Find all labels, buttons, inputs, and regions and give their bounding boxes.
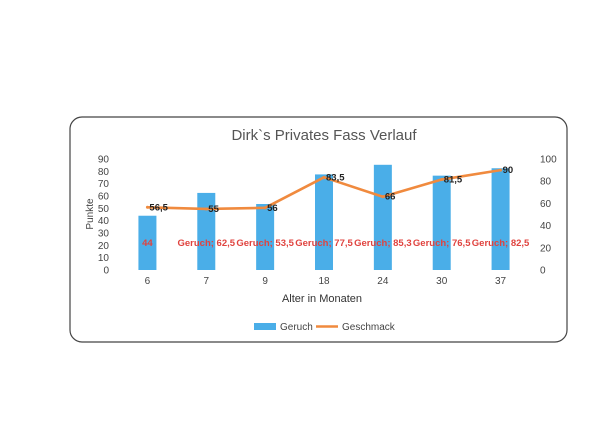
x-axis-ticks: 6 7 9 18 24 30 37 [145,276,507,287]
right-tick-60: 60 [540,199,552,210]
right-tick-80: 80 [540,177,552,188]
chart-title: Dirk`s Privates Fass Verlauf [231,127,417,144]
left-tick-50: 50 [98,204,110,215]
right-tick-40: 40 [540,221,552,232]
line-data-label-7: 55 [208,204,219,215]
point-geschmack-7 [204,207,208,211]
point-geschmack-18 [322,175,326,179]
right-tick-100: 100 [540,155,557,166]
point-geschmack-30 [440,178,444,182]
bar-series-group [138,164,510,270]
bar-geruch-7 [197,192,216,270]
legend: Geruch Geschmack [254,322,396,333]
bar-geruch-24 [373,164,392,270]
bar-data-label-18: Geruch; 77,5 [295,238,353,249]
bar-geruch-6 [138,215,157,270]
bar-geruch-18 [315,174,333,270]
line-data-label-18: 83,5 [326,172,345,183]
x-tick-18: 18 [318,276,330,287]
legend-label-geruch: Geruch [280,322,313,333]
left-tick-30: 30 [98,229,110,240]
bar-geruch-9 [256,204,275,270]
x-tick-24: 24 [377,276,389,287]
x-axis-label: Alter in Monaten [282,293,362,305]
point-geschmack-6 [145,205,149,209]
left-tick-0: 0 [103,266,109,277]
line-series-group [145,168,503,211]
right-tick-20: 20 [540,243,552,254]
left-tick-60: 60 [98,192,110,203]
bar-data-label-6: 44 [142,238,153,249]
x-tick-30: 30 [436,276,448,287]
line-data-label-37: 90 [503,165,514,176]
x-tick-37: 37 [495,276,507,287]
line-data-label-6: 56,5 [149,202,168,213]
bar-geruch-30 [432,175,451,270]
line-data-label-24: 66 [385,192,396,203]
data-labels-group: 44 Geruch; 62,5 Geruch; 53,5 Geruch; 77,5 Ge… [142,165,530,249]
y-axis-label: Punkte [85,198,96,230]
point-geschmack-9 [263,206,267,210]
right-tick-0: 0 [540,266,546,277]
x-tick-7: 7 [204,276,210,287]
right-axis-ticks: 0 20 40 60 80 100 [540,155,557,277]
bar-data-label-37: Geruch; 82,5 [472,238,530,249]
left-tick-90: 90 [98,155,110,166]
line-data-label-9: 56 [267,203,278,214]
bar-data-label-7: Geruch; 62,5 [178,238,236,249]
legend-swatch-geruch [254,323,276,330]
bar-data-label-30: Geruch; 76,5 [413,238,471,249]
legend-label-geschmack: Geschmack [342,322,396,333]
x-tick-9: 9 [262,276,268,287]
left-tick-40: 40 [98,216,110,227]
left-tick-20: 20 [98,241,110,252]
left-tick-80: 80 [98,167,110,178]
left-tick-70: 70 [98,179,110,190]
point-geschmack-37 [499,168,503,172]
x-tick-6: 6 [145,276,151,287]
bar-data-label-24: Geruch; 85,3 [354,238,412,249]
point-geschmack-24 [381,195,385,199]
line-data-label-30: 81,5 [444,175,463,186]
left-tick-10: 10 [98,253,110,264]
bar-geruch-37 [491,168,510,270]
bar-data-label-9: Geruch; 53,5 [236,238,294,249]
